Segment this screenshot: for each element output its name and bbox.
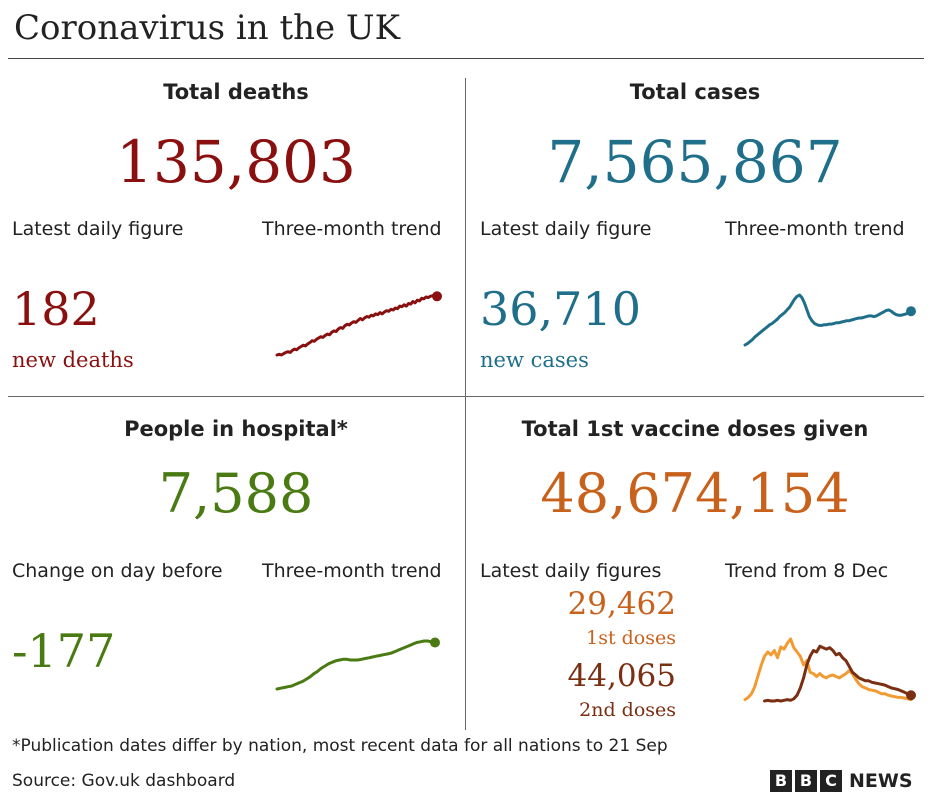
vaccine-heading: Total 1st vaccine doses given: [521, 417, 869, 441]
deaths-total: 135,803: [116, 128, 356, 196]
hospital-trend-line-1: [275, 639, 437, 691]
deaths-latest-label: Latest daily figure: [12, 218, 184, 240]
dose2-caption: 2nd doses: [579, 699, 676, 721]
cases-latest-label: Latest daily figure: [480, 218, 652, 240]
hospital-trend-sparkline: [275, 637, 440, 691]
deaths-trend-line-1: [275, 293, 439, 357]
hospital-change-label: Change on day before: [12, 560, 223, 582]
hospital-trend-end-dot: [430, 637, 440, 648]
footnote: *Publication dates differ by nation, mos…: [12, 736, 668, 756]
vaccine-total: 48,674,154: [540, 462, 850, 525]
news-wordmark: NEWS: [849, 770, 913, 792]
vaccine-latest-label: Latest daily figures: [480, 560, 662, 582]
dose1-caption: 1st doses: [586, 627, 676, 649]
hospital-change-value: -177: [12, 624, 116, 678]
bbc-letter: B: [770, 770, 792, 792]
vaccine-trend-end-dot: [906, 690, 916, 701]
deaths-trend-label: Three-month trend: [262, 218, 442, 240]
dose2-value: 44,065: [567, 658, 676, 694]
page-title: Coronavirus in the UK: [14, 8, 400, 48]
deaths-trend-sparkline: [275, 291, 442, 357]
bbc-letter: B: [795, 770, 817, 792]
hospital-trend-label: Three-month trend: [262, 560, 442, 582]
deaths-latest-caption: new deaths: [12, 348, 134, 372]
cases-trend-line-1: [743, 293, 913, 347]
deaths-latest-value: 182: [12, 282, 100, 336]
grid-horizontal-divider: [8, 396, 924, 397]
bbc-letter: C: [820, 770, 842, 792]
bbc-news-logo: B B C NEWS: [770, 770, 913, 792]
dose1-value: 29,462: [567, 586, 676, 622]
deaths-heading: Total deaths: [163, 80, 309, 104]
vaccine-trend-line-2: [763, 644, 913, 703]
vaccine-trend-label: Trend from 8 Dec: [725, 560, 889, 582]
deaths-trend-end-dot: [432, 291, 442, 302]
hospital-heading: People in hospital*: [124, 417, 348, 441]
vaccine-trend-line-1: [743, 637, 913, 702]
cases-trend-sparkline: [743, 293, 916, 347]
cases-total: 7,565,867: [547, 128, 843, 196]
source-note: Source: Gov.uk dashboard: [12, 771, 236, 791]
vaccine-trend-sparkline: [743, 637, 916, 703]
hospital-total: 7,588: [158, 462, 314, 525]
cases-heading: Total cases: [629, 80, 761, 104]
cases-trend-end-dot: [906, 306, 916, 317]
title-divider: [8, 58, 924, 59]
cases-trend-label: Three-month trend: [725, 218, 905, 240]
cases-latest-caption: new cases: [480, 348, 589, 372]
cases-latest-value: 36,710: [480, 282, 641, 336]
grid-vertical-divider: [465, 78, 466, 730]
